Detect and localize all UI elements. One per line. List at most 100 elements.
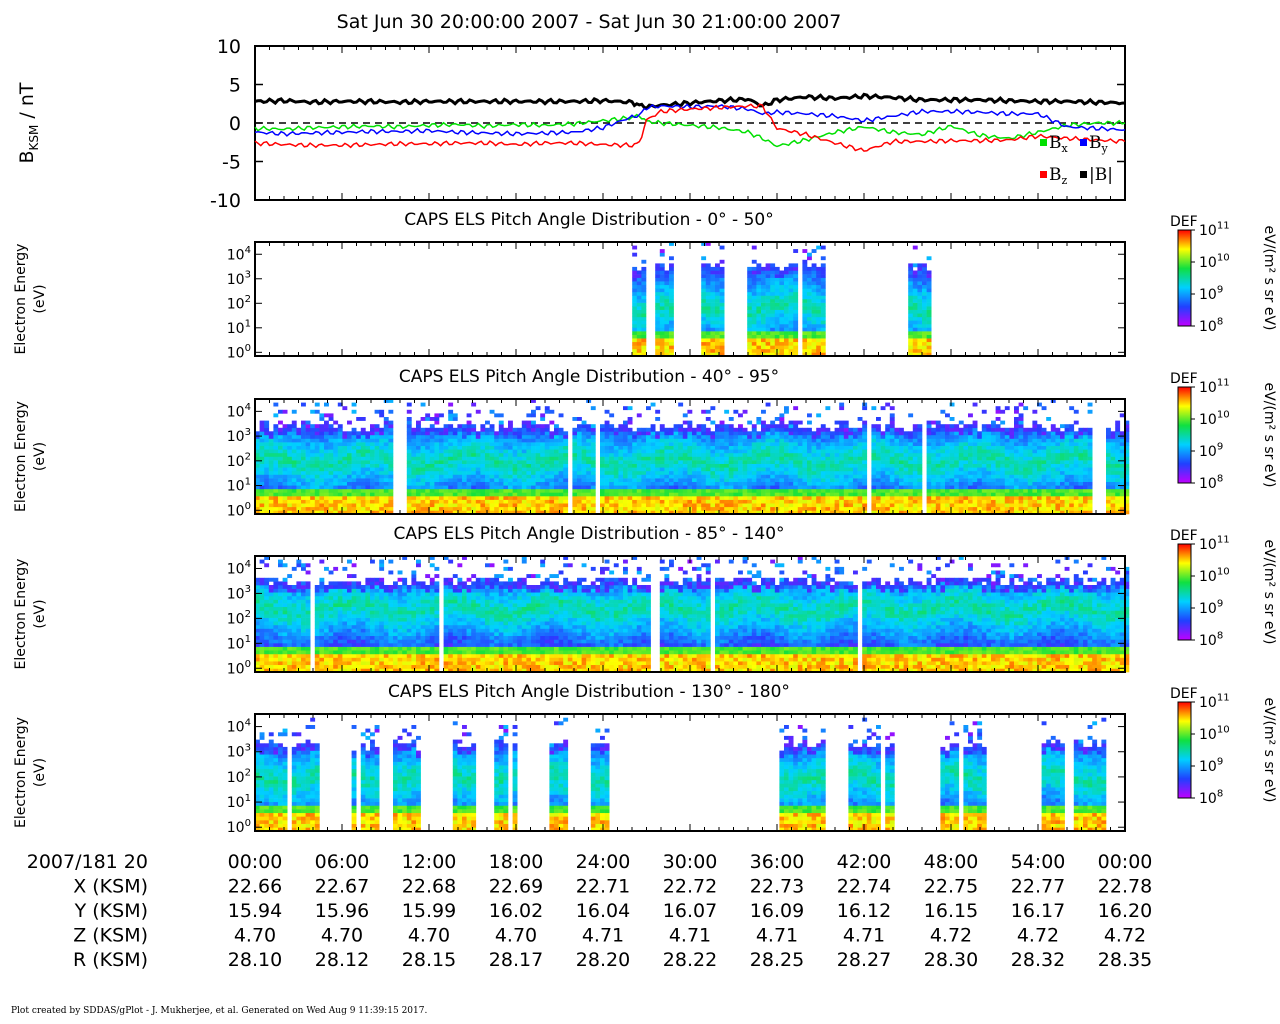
spectrogram-cell bbox=[710, 449, 716, 454]
spectrogram-cell bbox=[807, 434, 812, 439]
series-bz bbox=[254, 103, 1126, 152]
spectrogram-cell bbox=[876, 499, 881, 504]
spectrogram-cell bbox=[411, 438, 417, 443]
spectrogram-cell bbox=[664, 434, 670, 439]
spectrogram-cell bbox=[816, 485, 822, 490]
spectrogram-cell bbox=[756, 449, 762, 454]
spectrogram-cell bbox=[406, 424, 412, 429]
spectrogram-cell bbox=[324, 420, 329, 425]
spectrogram-cell bbox=[664, 281, 670, 286]
spectrogram-cell bbox=[816, 431, 822, 436]
spectrogram-cell bbox=[774, 313, 780, 318]
spectrogram-cell bbox=[728, 488, 734, 493]
spectrogram-cell bbox=[751, 431, 757, 436]
spectrogram-cell bbox=[613, 481, 619, 486]
spectrogram-cell bbox=[600, 463, 605, 468]
spectrogram-cell bbox=[843, 442, 849, 446]
spectrogram-cell bbox=[264, 456, 270, 461]
spectrogram-cell bbox=[945, 506, 950, 511]
spectrogram-cell bbox=[328, 510, 334, 515]
spectrogram-cell bbox=[305, 496, 311, 500]
spectrogram-cell bbox=[669, 474, 674, 479]
spectrogram-cell bbox=[462, 427, 467, 432]
spectrogram-cell bbox=[498, 452, 504, 457]
spectrogram-cell bbox=[305, 499, 311, 504]
spectrogram-cell bbox=[705, 438, 711, 443]
spectrogram-cell bbox=[728, 481, 734, 486]
spectrogram-cell bbox=[337, 442, 343, 446]
spectrogram-cell bbox=[715, 295, 720, 300]
spectrogram-cell bbox=[917, 299, 923, 303]
spectrogram-cell bbox=[719, 427, 725, 432]
spectrogram-cell bbox=[673, 460, 679, 464]
spectrogram-cell bbox=[747, 481, 753, 486]
spectrogram-cell bbox=[705, 492, 711, 497]
spectrogram-cell bbox=[692, 431, 697, 436]
spectrogram-cell bbox=[788, 506, 794, 511]
spectrogram-cell bbox=[811, 452, 817, 457]
spectrogram-cell bbox=[797, 488, 803, 493]
spectrogram-cell bbox=[779, 467, 785, 472]
spectrogram-cell bbox=[788, 456, 794, 461]
spectrogram-cell bbox=[935, 510, 941, 515]
spectrogram-cell bbox=[765, 485, 771, 490]
spectrogram-cell bbox=[370, 474, 375, 479]
spectrogram-cell bbox=[742, 499, 748, 504]
spectrogram-cell bbox=[443, 496, 449, 500]
spectrogram-cell bbox=[623, 456, 628, 461]
spectrogram-cell bbox=[673, 438, 679, 443]
spectrogram-cell bbox=[604, 449, 610, 454]
spectrogram-cell bbox=[609, 470, 615, 475]
spectrogram-cell bbox=[420, 456, 426, 461]
spectrogram-cell bbox=[333, 449, 339, 454]
spectrogram-cell bbox=[558, 510, 564, 515]
spectrogram-cell bbox=[779, 313, 785, 318]
spectrogram-cell bbox=[558, 481, 564, 486]
spectrogram-cell bbox=[416, 427, 421, 432]
spectrogram-cell bbox=[278, 506, 283, 511]
spectrogram-cell bbox=[291, 438, 297, 443]
spectrogram-cell bbox=[370, 438, 375, 443]
spectrogram-cell bbox=[443, 499, 449, 504]
spectrogram-cell bbox=[719, 474, 725, 479]
spectrogram-cell bbox=[894, 510, 900, 515]
spectrogram-cell bbox=[705, 452, 711, 457]
spectrogram-cell bbox=[825, 492, 831, 497]
spectrogram-cell bbox=[761, 281, 766, 286]
spectrogram-cell bbox=[365, 481, 371, 486]
spectrogram-cell bbox=[912, 309, 918, 314]
spectrogram-cell bbox=[784, 431, 789, 436]
spectrogram-cell bbox=[535, 485, 541, 490]
spectrogram-cell bbox=[577, 417, 582, 421]
spectrogram-cell bbox=[347, 460, 352, 464]
spectrogram-cell bbox=[811, 266, 817, 271]
spectrogram-cell bbox=[843, 427, 849, 432]
spectrogram-cell bbox=[876, 492, 881, 497]
spectrogram-cell bbox=[733, 449, 739, 454]
spectrogram-cell bbox=[751, 288, 757, 293]
spectrogram-cell bbox=[448, 452, 454, 457]
spectrogram-cell bbox=[586, 438, 592, 443]
spectrogram-cell bbox=[669, 327, 674, 332]
spectrogram-cell bbox=[724, 456, 730, 461]
spectrogram-cell bbox=[765, 323, 771, 328]
spectrogram-cell bbox=[862, 452, 868, 457]
spectrogram-cell bbox=[926, 348, 932, 353]
spectrogram-cell bbox=[618, 470, 624, 475]
spectrogram-cell bbox=[485, 488, 490, 493]
spectrogram-cell bbox=[503, 481, 509, 486]
spectrogram-cell bbox=[756, 334, 762, 339]
spectrogram-cell bbox=[701, 492, 707, 497]
spectrogram-cell bbox=[678, 456, 684, 461]
colorbar-tick-label: 1011 bbox=[1199, 221, 1230, 239]
spectrogram-cell bbox=[544, 496, 550, 500]
spectrogram-cell bbox=[291, 492, 297, 497]
spectrogram-cell bbox=[609, 424, 615, 429]
spectrogram-cell bbox=[843, 445, 849, 450]
spectrogram-cell bbox=[968, 449, 973, 454]
spectrogram-cell bbox=[301, 478, 306, 482]
spectrogram-cell bbox=[756, 434, 762, 439]
spectrogram-cell bbox=[761, 316, 766, 321]
spectrogram-cell bbox=[328, 445, 334, 450]
spectrogram-cell bbox=[724, 427, 730, 432]
